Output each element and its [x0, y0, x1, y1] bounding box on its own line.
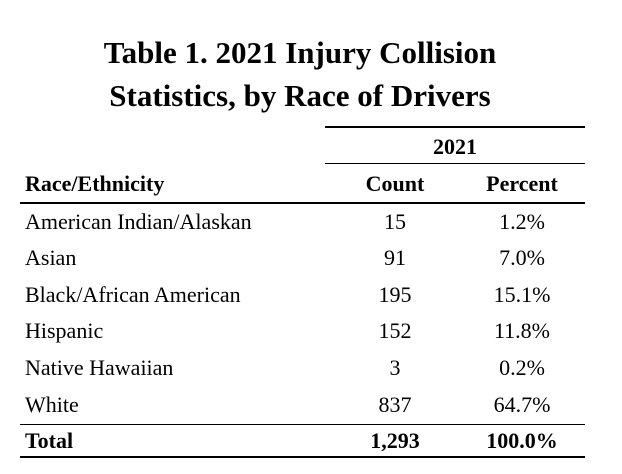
column-header-count: Count — [365, 171, 425, 196]
year-header-top-rule — [325, 126, 585, 128]
total-label: Total — [25, 428, 74, 453]
table-title-line-1: Table 1. 2021 Injury Collision — [103, 35, 497, 70]
row-race: Hispanic — [25, 318, 104, 343]
year-header: 2021 — [433, 134, 477, 159]
row-count: 837 — [378, 392, 412, 417]
row-race: White — [25, 392, 79, 417]
column-header-percent: Percent — [486, 171, 558, 196]
row-race: Black/African American — [25, 282, 241, 307]
row-percent: 11.8% — [493, 318, 550, 343]
row-race: Native Hawaiian — [25, 355, 174, 380]
row-count: 195 — [378, 282, 412, 307]
row-percent: 15.1% — [493, 282, 551, 307]
total-count: 1,293 — [370, 428, 420, 453]
year-header-bottom-rule — [325, 163, 585, 164]
header-bottom-rule — [20, 202, 585, 204]
row-percent: 7.0% — [499, 245, 545, 270]
column-header-race: Race/Ethnicity — [25, 171, 165, 196]
total-percent: 100.0% — [486, 428, 558, 453]
row-race: American Indian/Alaskan — [25, 209, 252, 234]
table-bottom-rule — [20, 456, 585, 458]
row-count: 91 — [384, 245, 406, 270]
table-title-line-2: Statistics, by Race of Drivers — [109, 78, 491, 113]
row-count: 15 — [384, 209, 406, 234]
total-top-rule — [20, 424, 585, 425]
row-race: Asian — [25, 245, 77, 270]
row-percent: 64.7% — [493, 392, 551, 417]
row-percent: 1.2% — [499, 209, 545, 234]
row-percent: 0.2% — [499, 355, 545, 380]
row-count: 152 — [378, 318, 412, 343]
row-count: 3 — [389, 355, 401, 380]
